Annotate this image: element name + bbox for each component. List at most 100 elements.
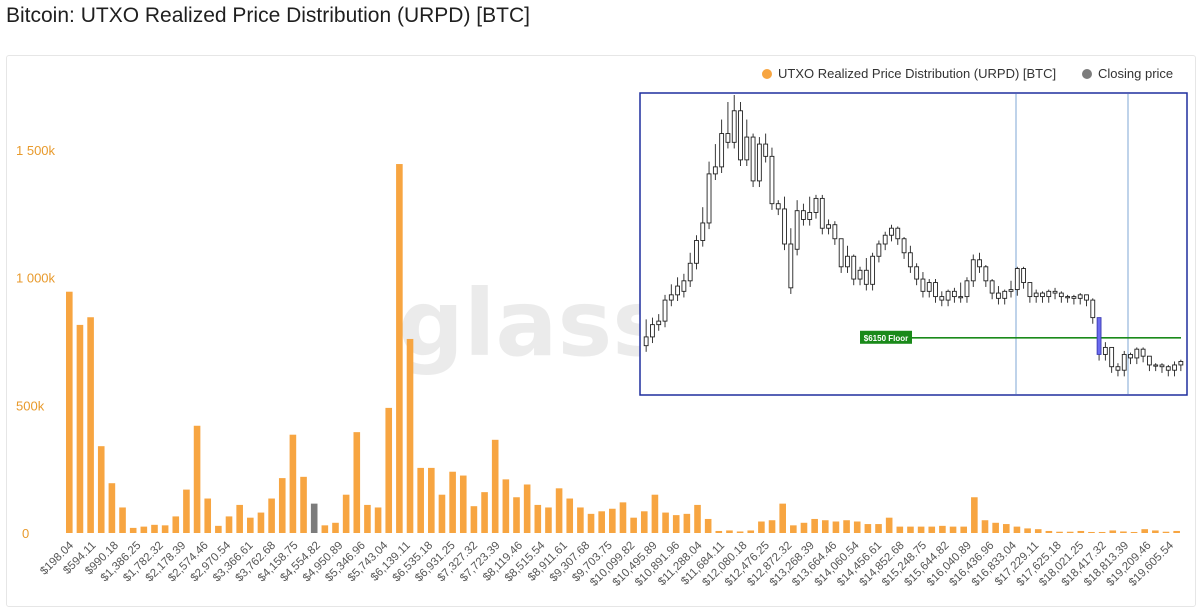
urpd-bar[interactable] <box>853 521 861 533</box>
closing-price-bar[interactable] <box>310 503 318 533</box>
urpd-bar[interactable] <box>1152 530 1159 533</box>
urpd-bar[interactable] <box>385 407 393 533</box>
urpd-bar[interactable] <box>896 526 904 533</box>
urpd-bar[interactable] <box>971 497 978 533</box>
urpd-bar[interactable] <box>321 525 329 533</box>
urpd-bar[interactable] <box>555 488 563 533</box>
urpd-bar[interactable] <box>374 507 382 533</box>
urpd-bar[interactable] <box>353 432 361 533</box>
urpd-bar[interactable] <box>704 518 712 533</box>
urpd-bar[interactable] <box>342 494 350 533</box>
urpd-bar[interactable] <box>406 338 414 533</box>
urpd-bar[interactable] <box>1066 531 1074 533</box>
urpd-bar[interactable] <box>97 446 105 533</box>
urpd-bar[interactable] <box>960 526 968 533</box>
urpd-bar[interactable] <box>726 530 733 533</box>
urpd-bar[interactable] <box>172 516 180 533</box>
urpd-bar[interactable] <box>140 526 148 533</box>
urpd-bar[interactable] <box>609 508 616 533</box>
urpd-bar[interactable] <box>1045 530 1053 533</box>
urpd-bar[interactable] <box>800 522 808 533</box>
urpd-bar[interactable] <box>651 494 659 533</box>
urpd-bar[interactable] <box>225 516 233 533</box>
urpd-bar[interactable] <box>598 511 605 533</box>
urpd-bar[interactable] <box>832 521 840 533</box>
urpd-bar[interactable] <box>481 492 488 533</box>
urpd-bar[interactable] <box>161 525 169 533</box>
urpd-bar[interactable] <box>1002 524 1010 533</box>
urpd-bar[interactable] <box>364 504 371 533</box>
urpd-bar[interactable] <box>215 525 222 533</box>
legend-item-closing-price[interactable]: Closing price <box>1082 66 1173 81</box>
urpd-bar[interactable] <box>459 475 467 533</box>
urpd-bar[interactable] <box>875 524 882 533</box>
urpd-bar[interactable] <box>694 504 701 533</box>
urpd-bar[interactable] <box>428 467 435 533</box>
urpd-bar[interactable] <box>534 504 542 533</box>
urpd-bar[interactable] <box>119 507 126 533</box>
urpd-bar[interactable] <box>790 525 797 533</box>
urpd-bar[interactable] <box>630 517 637 533</box>
urpd-bar[interactable] <box>662 512 669 533</box>
urpd-bar[interactable] <box>1098 531 1106 533</box>
urpd-bar[interactable] <box>864 524 872 533</box>
urpd-bar[interactable] <box>300 476 307 533</box>
urpd-bar[interactable] <box>566 498 574 533</box>
urpd-bar[interactable] <box>917 526 925 533</box>
urpd-bar[interactable] <box>992 522 999 533</box>
urpd-bar[interactable] <box>491 439 499 533</box>
urpd-bar[interactable] <box>907 526 914 533</box>
urpd-bar[interactable] <box>672 515 680 533</box>
urpd-bar[interactable] <box>736 531 744 533</box>
urpd-bar[interactable] <box>640 511 648 533</box>
urpd-bar[interactable] <box>758 521 765 533</box>
urpd-bar[interactable] <box>587 513 595 533</box>
urpd-bar[interactable] <box>183 489 190 533</box>
urpd-bar[interactable] <box>1109 530 1117 533</box>
urpd-bar[interactable] <box>1141 529 1149 533</box>
urpd-bar[interactable] <box>76 324 84 533</box>
urpd-bar[interactable] <box>939 525 946 533</box>
urpd-bar[interactable] <box>151 524 158 533</box>
urpd-bar[interactable] <box>811 518 818 533</box>
urpd-bar[interactable] <box>1173 530 1180 533</box>
urpd-bar[interactable] <box>289 434 297 533</box>
urpd-bar[interactable] <box>821 520 829 533</box>
urpd-bar[interactable] <box>417 467 424 533</box>
urpd-bar[interactable] <box>396 164 403 533</box>
urpd-bar[interactable] <box>438 494 446 533</box>
urpd-bar[interactable] <box>502 479 510 533</box>
urpd-bar[interactable] <box>768 520 776 533</box>
urpd-bar[interactable] <box>268 498 275 533</box>
urpd-bar[interactable] <box>1024 528 1031 533</box>
urpd-bar[interactable] <box>779 503 786 533</box>
urpd-bar[interactable] <box>66 291 73 533</box>
urpd-bar[interactable] <box>1130 531 1138 533</box>
urpd-bar[interactable] <box>1120 531 1127 533</box>
urpd-bar[interactable] <box>545 507 552 533</box>
urpd-bar[interactable] <box>449 471 456 533</box>
urpd-bar[interactable] <box>949 526 957 533</box>
urpd-bar[interactable] <box>885 517 893 533</box>
urpd-bar[interactable] <box>1034 529 1042 533</box>
urpd-bar[interactable] <box>513 497 520 533</box>
urpd-bar[interactable] <box>715 530 723 533</box>
urpd-bar[interactable] <box>1056 531 1063 533</box>
urpd-bar[interactable] <box>247 517 254 533</box>
urpd-bar[interactable] <box>236 504 243 533</box>
urpd-bar[interactable] <box>129 527 137 533</box>
urpd-bar[interactable] <box>683 513 691 533</box>
urpd-bar[interactable] <box>332 522 339 533</box>
urpd-bar[interactable] <box>523 484 531 533</box>
urpd-bar[interactable] <box>1088 531 1095 533</box>
urpd-bar[interactable] <box>1013 526 1021 533</box>
urpd-bar[interactable] <box>577 507 584 533</box>
urpd-bar[interactable] <box>257 512 265 533</box>
legend-item-urpd[interactable]: UTXO Realized Price Distribution (URPD) … <box>762 66 1056 81</box>
urpd-bar[interactable] <box>470 506 478 533</box>
urpd-bar[interactable] <box>1162 531 1170 533</box>
urpd-bar[interactable] <box>278 478 286 533</box>
urpd-bar[interactable] <box>928 526 936 533</box>
urpd-bar[interactable] <box>193 425 201 533</box>
urpd-bar[interactable] <box>1077 530 1085 533</box>
